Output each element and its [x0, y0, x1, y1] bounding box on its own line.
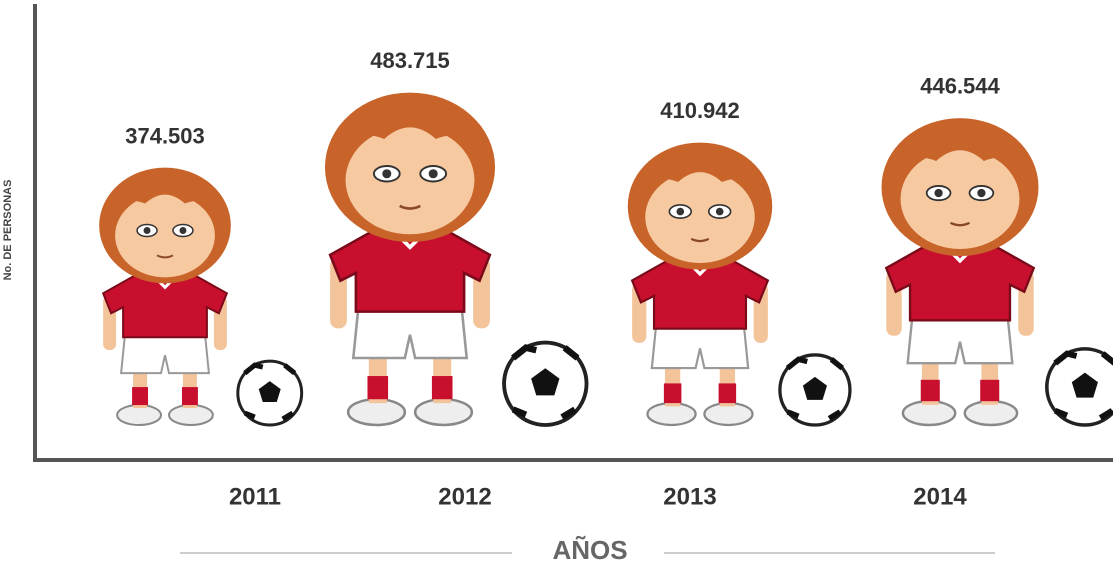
figure-part [893, 123, 1027, 170]
figure-part [143, 226, 151, 234]
figure-part [511, 344, 580, 421]
figure-part [345, 126, 475, 235]
figure-part [638, 147, 762, 190]
figure-part [1071, 372, 1098, 398]
figure-part [156, 254, 174, 259]
figure-part [132, 387, 149, 406]
figure-part [715, 207, 724, 216]
figure-part [367, 376, 389, 400]
figure-part [630, 259, 770, 330]
figure-part [243, 362, 297, 422]
figure-part [120, 332, 210, 375]
figure-part [351, 305, 469, 360]
player-figure [99, 167, 304, 427]
figure-part [663, 383, 682, 404]
x-tick-label: 2012 [438, 483, 491, 510]
figure-part [785, 356, 845, 421]
player-figure [627, 142, 852, 427]
x-tick-label: 2014 [913, 483, 967, 510]
figure-part [1053, 350, 1113, 421]
figure-part [901, 400, 957, 427]
figure-part [181, 387, 198, 406]
x-axis-label: AÑOS [552, 535, 627, 565]
figure-part [949, 221, 971, 227]
figure-part [115, 193, 215, 278]
figure-part [382, 169, 392, 179]
figure-part [884, 245, 1036, 322]
figure-part [258, 381, 281, 403]
x-tick-label: 2011 [229, 483, 281, 510]
y-axis-label: No. DE PERSONAS [2, 180, 14, 281]
value-label: 446.544 [920, 74, 1000, 99]
figure-part [934, 188, 943, 198]
figure-part [963, 400, 1019, 427]
x-tick-label: 2013 [663, 483, 716, 510]
figure-part [167, 404, 214, 426]
figure-part [718, 383, 737, 404]
value-label: 374.503 [125, 123, 205, 148]
value-label: 483.715 [370, 48, 450, 73]
figure-part [346, 397, 407, 427]
figure-part [676, 207, 685, 216]
player-figure [881, 118, 1113, 427]
figure-part [977, 188, 986, 198]
figure-part [116, 404, 163, 426]
figure-part [906, 314, 1014, 365]
figure-part [645, 171, 755, 263]
figure-part [399, 204, 421, 210]
value-label: 410.942 [660, 98, 740, 123]
figure-part [337, 98, 483, 148]
figure-part [531, 368, 560, 396]
figure-part [413, 397, 474, 427]
figure-part [690, 237, 710, 243]
figure-part [802, 376, 827, 400]
figure-part [109, 172, 221, 211]
figure-part [980, 379, 1000, 402]
figure-part [920, 379, 940, 402]
figure-part [900, 149, 1020, 249]
figure-part [328, 230, 492, 313]
figure-part [431, 376, 453, 400]
figure-part [179, 226, 187, 234]
figure-part [650, 323, 750, 370]
player-figure [324, 92, 589, 427]
figure-part [101, 274, 229, 339]
figure-part [428, 169, 438, 179]
